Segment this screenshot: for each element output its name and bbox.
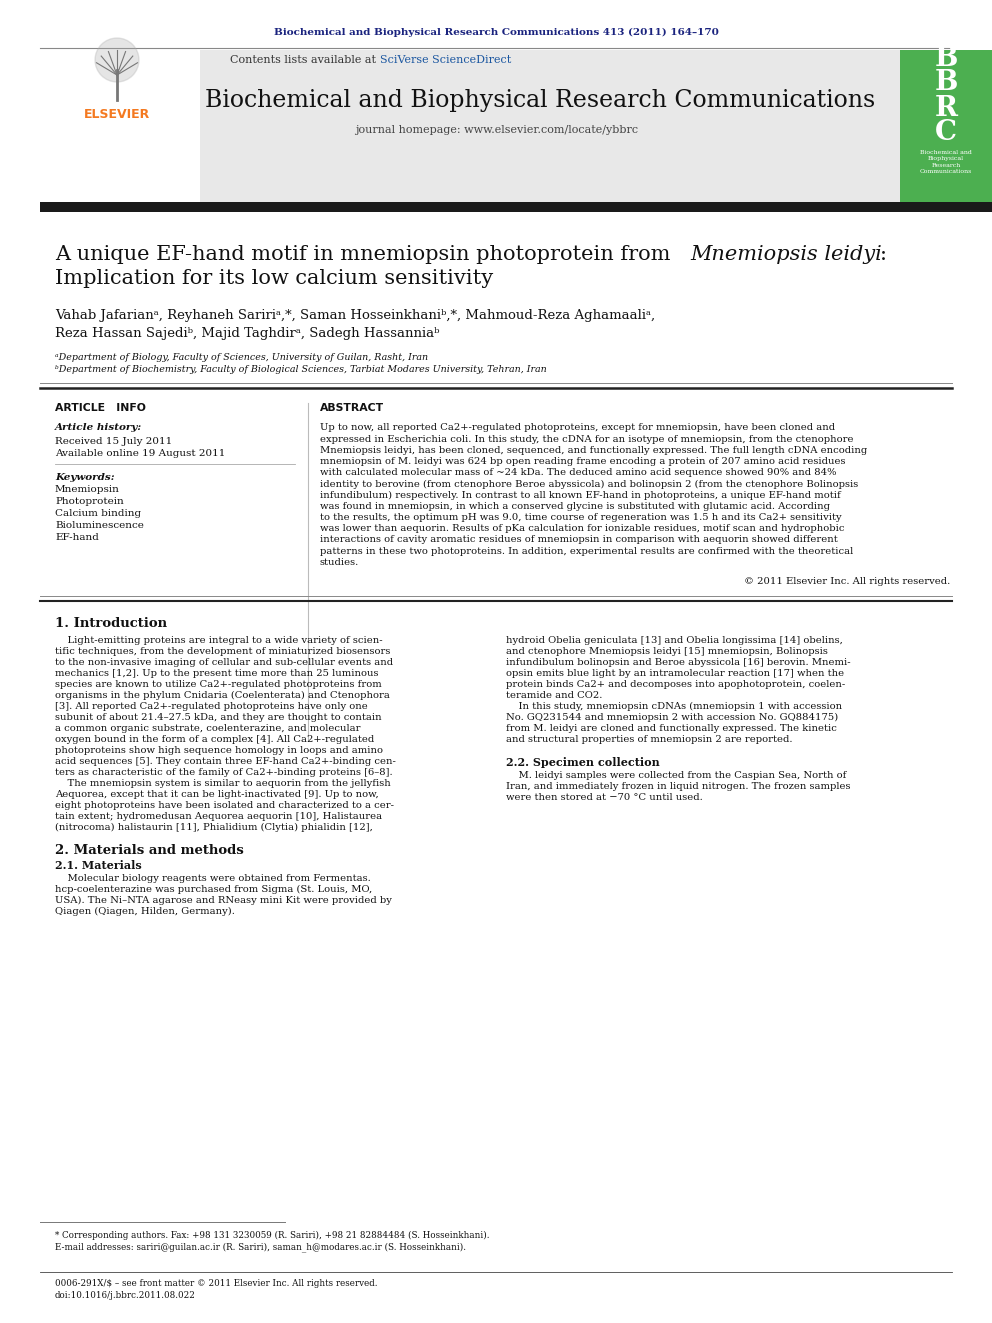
Text: tific techniques, from the development of miniaturized biosensors: tific techniques, from the development o…	[55, 647, 391, 656]
FancyBboxPatch shape	[900, 50, 992, 202]
Text: protein binds Ca2+ and decomposes into apophotoprotein, coelen-: protein binds Ca2+ and decomposes into a…	[506, 680, 845, 689]
Circle shape	[95, 38, 139, 82]
Text: acid sequences [5]. They contain three EF-hand Ca2+-binding cen-: acid sequences [5]. They contain three E…	[55, 757, 396, 766]
Text: Reza Hassan Sajediᵇ, Majid Taghdirᵃ, Sadegh Hassanniaᵇ: Reza Hassan Sajediᵇ, Majid Taghdirᵃ, Sad…	[55, 327, 439, 340]
FancyBboxPatch shape	[40, 50, 200, 202]
Text: Aequorea, except that it can be light-inactivated [9]. Up to now,: Aequorea, except that it can be light-in…	[55, 790, 379, 799]
Text: E-mail addresses: sariri@guilan.ac.ir (R. Sariri), saman_h@modares.ac.ir (S. Hos: E-mail addresses: sariri@guilan.ac.ir (R…	[55, 1242, 466, 1252]
Text: Contents lists available at: Contents lists available at	[230, 56, 380, 65]
Text: identity to berovine (from ctenophore Beroe abyssicola) and bolinopsin 2 (from t: identity to berovine (from ctenophore Be…	[320, 479, 858, 488]
Text: Received 15 July 2011: Received 15 July 2011	[55, 437, 173, 446]
Text: ters as characteristic of the family of Ca2+-binding proteins [6–8].: ters as characteristic of the family of …	[55, 769, 393, 777]
Text: journal homepage: www.elsevier.com/locate/ybbrc: journal homepage: www.elsevier.com/locat…	[355, 124, 638, 135]
Text: were then stored at −70 °C until used.: were then stored at −70 °C until used.	[506, 792, 702, 802]
Text: Photoprotein: Photoprotein	[55, 497, 124, 507]
Text: In this study, mnemiopsin cDNAs (mnemiopsin 1 with accession: In this study, mnemiopsin cDNAs (mnemiop…	[506, 703, 842, 712]
Text: hydroid Obelia geniculata [13] and Obelia longissima [14] obelins,: hydroid Obelia geniculata [13] and Obeli…	[506, 636, 843, 646]
Text: interactions of cavity aromatic residues of mnemiopsin in comparison with aequor: interactions of cavity aromatic residues…	[320, 536, 838, 545]
Text: opsin emits blue light by an intramolecular reaction [17] when the: opsin emits blue light by an intramolecu…	[506, 669, 844, 679]
Text: organisms in the phylum Cnidaria (Coelenterata) and Ctenophora: organisms in the phylum Cnidaria (Coelen…	[55, 691, 390, 700]
Text: Biochemical and Biophysical Research Communications 413 (2011) 164–170: Biochemical and Biophysical Research Com…	[274, 28, 718, 37]
Text: Implication for its low calcium sensitivity: Implication for its low calcium sensitiv…	[55, 269, 493, 287]
Text: Molecular biology reagents were obtained from Fermentas.: Molecular biology reagents were obtained…	[55, 875, 371, 882]
Text: with calculated molecular mass of ~24 kDa. The deduced amino acid sequence showe: with calculated molecular mass of ~24 kD…	[320, 468, 836, 478]
Text: No. GQ231544 and mnemiopsin 2 with accession No. GQ884175): No. GQ231544 and mnemiopsin 2 with acces…	[506, 713, 838, 722]
Text: Calcium binding: Calcium binding	[55, 509, 141, 519]
Text: to the results, the optimum pH was 9.0, time course of regeneration was 1.5 h an: to the results, the optimum pH was 9.0, …	[320, 513, 841, 523]
Text: B: B	[934, 45, 957, 71]
Text: Vahab Jafarianᵃ, Reyhaneh Saririᵃ,*, Saman Hosseinkhaniᵇ,*, Mahmoud-Reza Aghamaa: Vahab Jafarianᵃ, Reyhaneh Saririᵃ,*, Sam…	[55, 308, 655, 321]
Text: species are known to utilize Ca2+-regulated photoproteins from: species are known to utilize Ca2+-regula…	[55, 680, 382, 689]
Text: 2.1. Materials: 2.1. Materials	[55, 860, 142, 871]
Text: * Corresponding authors. Fax: +98 131 3230059 (R. Sariri), +98 21 82884484 (S. H: * Corresponding authors. Fax: +98 131 32…	[55, 1230, 489, 1240]
Text: mnemiopsin of M. leidyi was 624 bp open reading frame encoding a protein of 207 : mnemiopsin of M. leidyi was 624 bp open …	[320, 458, 845, 466]
Text: ABSTRACT: ABSTRACT	[320, 404, 384, 413]
Text: expressed in Escherichia coli. In this study, the cDNA for an isotype of mnemiop: expressed in Escherichia coli. In this s…	[320, 435, 853, 443]
Text: and structural properties of mnemiopsin 2 are reported.: and structural properties of mnemiopsin …	[506, 736, 793, 744]
Text: 2.2. Specimen collection: 2.2. Specimen collection	[506, 757, 660, 769]
Text: patterns in these two photoproteins. In addition, experimental results are confi: patterns in these two photoproteins. In …	[320, 546, 853, 556]
Text: ELSEVIER: ELSEVIER	[84, 108, 150, 122]
Text: Light-emitting proteins are integral to a wide variety of scien-: Light-emitting proteins are integral to …	[55, 636, 383, 646]
Text: mechanics [1,2]. Up to the present time more than 25 luminous: mechanics [1,2]. Up to the present time …	[55, 669, 379, 679]
Text: ᵃDepartment of Biology, Faculty of Sciences, University of Guilan, Rasht, Iran: ᵃDepartment of Biology, Faculty of Scien…	[55, 353, 429, 363]
Text: SciVerse ScienceDirect: SciVerse ScienceDirect	[380, 56, 511, 65]
FancyBboxPatch shape	[40, 202, 992, 212]
Text: oxygen bound in the form of a complex [4]. All Ca2+-regulated: oxygen bound in the form of a complex [4…	[55, 736, 374, 744]
Text: Qiagen (Qiagen, Hilden, Germany).: Qiagen (Qiagen, Hilden, Germany).	[55, 908, 235, 916]
Text: 1. Introduction: 1. Introduction	[55, 617, 167, 630]
Text: A unique EF-hand motif in mnemiopsin photoprotein from: A unique EF-hand motif in mnemiopsin pho…	[55, 246, 678, 265]
Text: Keywords:: Keywords:	[55, 472, 115, 482]
FancyBboxPatch shape	[40, 50, 900, 202]
Text: C: C	[935, 119, 957, 147]
Text: Bioluminescence: Bioluminescence	[55, 521, 144, 531]
Text: a common organic substrate, coelenterazine, and molecular: a common organic substrate, coelenterazi…	[55, 724, 360, 733]
Text: [3]. All reported Ca2+-regulated photoproteins have only one: [3]. All reported Ca2+-regulated photopr…	[55, 703, 368, 710]
Text: Available online 19 August 2011: Available online 19 August 2011	[55, 448, 225, 458]
Text: Mnemiopsin: Mnemiopsin	[55, 486, 120, 495]
Text: 2. Materials and methods: 2. Materials and methods	[55, 844, 244, 857]
Text: was found in mnemiopsin, in which a conserved glycine is substituted with glutam: was found in mnemiopsin, in which a cons…	[320, 501, 830, 511]
Text: M. leidyi samples were collected from the Caspian Sea, North of: M. leidyi samples were collected from th…	[506, 771, 846, 781]
Text: photoproteins show high sequence homology in loops and amino: photoproteins show high sequence homolog…	[55, 746, 383, 755]
Text: subunit of about 21.4–27.5 kDa, and they are thought to contain: subunit of about 21.4–27.5 kDa, and they…	[55, 713, 382, 722]
Text: and ctenophore Mnemiopsis leidyi [15] mnemiopsin, Bolinopsis: and ctenophore Mnemiopsis leidyi [15] mn…	[506, 647, 828, 656]
Text: The mnemiopsin system is similar to aequorin from the jellyfish: The mnemiopsin system is similar to aequ…	[55, 779, 391, 789]
Text: ᵇDepartment of Biochemistry, Faculty of Biological Sciences, Tarbiat Modares Uni: ᵇDepartment of Biochemistry, Faculty of …	[55, 365, 547, 374]
Text: © 2011 Elsevier Inc. All rights reserved.: © 2011 Elsevier Inc. All rights reserved…	[744, 577, 950, 586]
Text: Iran, and immediately frozen in liquid nitrogen. The frozen samples: Iran, and immediately frozen in liquid n…	[506, 782, 850, 791]
Text: R: R	[934, 94, 957, 122]
Text: infundibulum) respectively. In contrast to all known EF-hand in photoproteins, a: infundibulum) respectively. In contrast …	[320, 491, 841, 500]
Text: studies.: studies.	[320, 558, 359, 566]
Text: tain extent; hydromedusan Aequorea aequorin [10], Halistaurea: tain extent; hydromedusan Aequorea aequo…	[55, 812, 382, 822]
Text: EF-hand: EF-hand	[55, 533, 99, 542]
Text: was lower than aequorin. Results of pKa calculation for ionizable residues, moti: was lower than aequorin. Results of pKa …	[320, 524, 844, 533]
Text: Biochemical and
Biophysical
Research
Communications: Biochemical and Biophysical Research Com…	[920, 151, 972, 173]
Text: to the non-invasive imaging of cellular and sub-cellular events and: to the non-invasive imaging of cellular …	[55, 658, 393, 667]
Text: Mnemiopsis leidyi, has been cloned, sequenced, and functionally expressed. The f: Mnemiopsis leidyi, has been cloned, sequ…	[320, 446, 867, 455]
Text: hcp-coelenterazine was purchased from Sigma (St. Louis, MO,: hcp-coelenterazine was purchased from Si…	[55, 885, 372, 894]
Text: infundibulum bolinopsin and Beroe abyssicola [16] berovin. Mnemi-: infundibulum bolinopsin and Beroe abyssi…	[506, 658, 850, 667]
Text: eight photoproteins have been isolated and characterized to a cer-: eight photoproteins have been isolated a…	[55, 802, 394, 810]
Text: Up to now, all reported Ca2+-regulated photoproteins, except for mnemiopsin, hav: Up to now, all reported Ca2+-regulated p…	[320, 423, 835, 433]
Text: 0006-291X/$ – see front matter © 2011 Elsevier Inc. All rights reserved.: 0006-291X/$ – see front matter © 2011 El…	[55, 1279, 378, 1289]
Text: (nitrocoma) halistaurin [11], Phialidium (Clytia) phialidin [12],: (nitrocoma) halistaurin [11], Phialidium…	[55, 823, 373, 832]
Text: ARTICLE   INFO: ARTICLE INFO	[55, 404, 146, 413]
Text: Mnemiopsis leidyi: Mnemiopsis leidyi	[690, 246, 882, 265]
Text: from M. leidyi are cloned and functionally expressed. The kinetic: from M. leidyi are cloned and functional…	[506, 724, 837, 733]
Text: Biochemical and Biophysical Research Communications: Biochemical and Biophysical Research Com…	[205, 89, 875, 111]
Text: Article history:: Article history:	[55, 423, 142, 433]
Text: :: :	[880, 246, 887, 265]
Text: doi:10.1016/j.bbrc.2011.08.022: doi:10.1016/j.bbrc.2011.08.022	[55, 1291, 195, 1301]
Text: B: B	[934, 70, 957, 97]
Text: teramide and CO2.: teramide and CO2.	[506, 691, 602, 700]
Text: USA). The Ni–NTA agarose and RNeasy mini Kit were provided by: USA). The Ni–NTA agarose and RNeasy mini…	[55, 896, 392, 905]
